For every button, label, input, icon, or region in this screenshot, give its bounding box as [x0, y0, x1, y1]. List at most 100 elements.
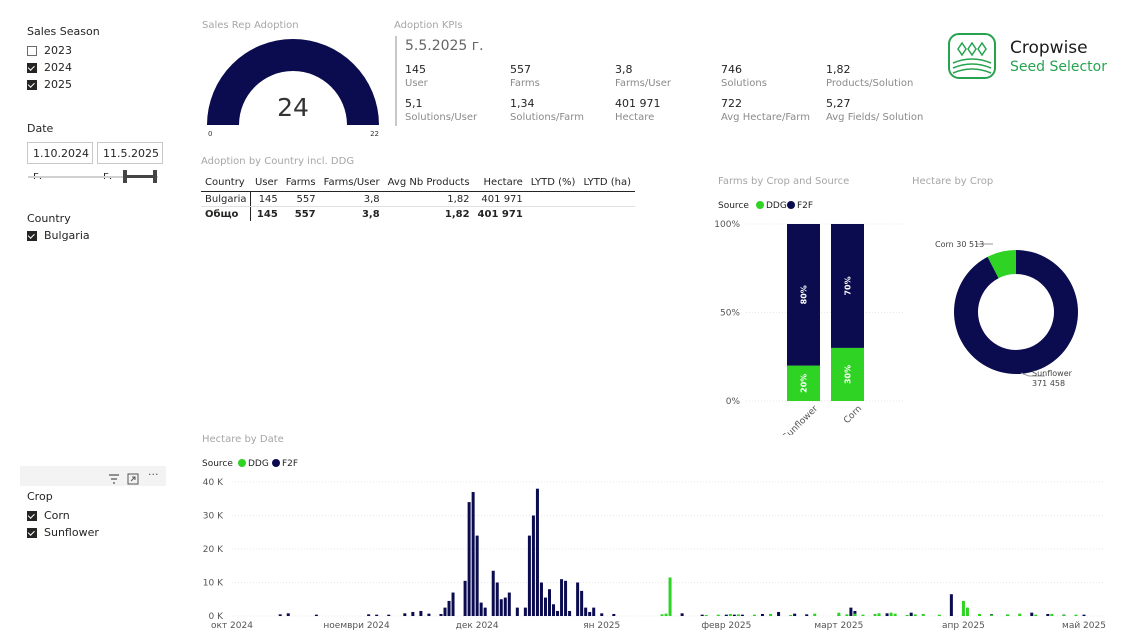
bar-f2f[interactable] [479, 602, 483, 616]
bar-ddg[interactable] [1034, 614, 1038, 616]
focus-mode-icon[interactable] [127, 470, 139, 485]
bar-ddg[interactable] [877, 613, 881, 616]
bar-ddg[interactable] [1074, 614, 1078, 616]
bar-ddg[interactable] [853, 613, 857, 616]
bar-f2f[interactable] [523, 607, 527, 616]
bar-f2f[interactable] [949, 594, 953, 616]
bar-f2f[interactable] [483, 607, 487, 616]
bar-f2f[interactable] [556, 610, 560, 616]
column-header[interactable]: Avg Nb Products [383, 173, 474, 192]
bar-f2f[interactable] [909, 612, 913, 616]
bar-f2f-sunflower[interactable] [787, 224, 820, 366]
bar-f2f[interactable] [560, 579, 564, 616]
bar-f2f[interactable] [515, 607, 519, 616]
donut-slice-corn[interactable] [987, 244, 1026, 282]
bar-f2f[interactable] [724, 614, 728, 616]
bar-f2f[interactable] [314, 614, 318, 616]
bar-ddg[interactable] [845, 614, 849, 616]
bar-f2f[interactable] [1082, 614, 1086, 616]
bar-ddg[interactable] [921, 613, 925, 616]
bar-f2f[interactable] [849, 607, 853, 616]
country-option-bulgaria[interactable]: Bulgaria [27, 227, 90, 244]
bar-f2f[interactable] [885, 613, 889, 616]
season-option-2024[interactable]: 2024 [27, 59, 100, 76]
bar-ddg[interactable] [861, 614, 865, 616]
bar-f2f[interactable] [732, 614, 736, 616]
bar-ddg[interactable] [668, 577, 672, 616]
bar-f2f[interactable] [447, 600, 451, 616]
column-header[interactable]: Farms/User [319, 173, 384, 192]
bar-ddg[interactable] [889, 612, 893, 616]
bar-f2f[interactable] [467, 502, 471, 616]
bar-f2f[interactable] [612, 613, 616, 616]
bar-f2f[interactable] [403, 613, 407, 616]
bar-f2f[interactable] [805, 614, 809, 616]
bar-ddg-sunflower[interactable] [787, 365, 820, 401]
filter-icon[interactable] [108, 470, 120, 484]
bar-f2f[interactable] [539, 582, 543, 617]
column-header[interactable]: LYTD (ha) [579, 173, 636, 192]
bar-f2f[interactable] [499, 599, 503, 616]
bar-f2f[interactable] [439, 613, 443, 616]
bar-f2f[interactable] [411, 611, 415, 616]
bar-f2f[interactable] [375, 614, 379, 616]
bar-ddg[interactable] [978, 613, 982, 616]
bar-f2f[interactable] [564, 580, 568, 616]
crop-option-corn[interactable]: Corn [27, 507, 99, 524]
bar-ddg[interactable] [664, 613, 668, 616]
bar-ddg-corn[interactable] [831, 347, 864, 401]
column-header[interactable]: Country [201, 173, 251, 192]
column-header[interactable]: LYTD (%) [526, 173, 580, 192]
date-range-track[interactable] [28, 176, 158, 178]
bar-ddg[interactable] [789, 614, 793, 616]
bar-f2f[interactable] [443, 607, 447, 616]
bar-f2f[interactable] [451, 592, 455, 616]
bar-ddg[interactable] [769, 613, 773, 616]
column-header[interactable]: Hectare [473, 173, 527, 192]
bar-f2f[interactable] [503, 597, 507, 616]
bar-f2f[interactable] [527, 535, 531, 616]
bar-f2f[interactable] [535, 488, 539, 616]
bar-ddg[interactable] [873, 613, 877, 616]
bar-f2f[interactable] [760, 613, 764, 616]
country-checkbox[interactable] [27, 230, 37, 241]
bar-ddg[interactable] [716, 614, 720, 616]
bar-f2f[interactable] [278, 614, 282, 616]
bar-ddg[interactable] [660, 614, 664, 616]
bar-f2f[interactable] [475, 535, 479, 616]
bar-f2f[interactable] [491, 570, 495, 616]
bar-f2f[interactable] [367, 614, 371, 616]
bar-f2f[interactable] [584, 607, 588, 616]
bar-ddg[interactable] [1018, 613, 1022, 616]
column-header[interactable]: User [250, 173, 282, 192]
bar-f2f[interactable] [793, 613, 797, 616]
bar-f2f[interactable] [531, 515, 535, 617]
season-checkbox[interactable] [27, 79, 37, 90]
season-checkbox[interactable] [27, 45, 37, 56]
bar-f2f[interactable] [507, 592, 511, 616]
bar-ddg[interactable] [893, 613, 897, 616]
season-checkbox[interactable] [27, 62, 37, 73]
bar-f2f[interactable] [740, 614, 744, 616]
date-from-input[interactable]: 1.10.2024 г. [27, 142, 93, 182]
bar-f2f[interactable] [853, 610, 857, 616]
season-option-2025[interactable]: 2025 [27, 76, 100, 93]
bar-f2f[interactable] [600, 613, 604, 616]
bar-ddg[interactable] [813, 613, 817, 616]
bar-ddg[interactable] [937, 614, 941, 616]
bar-f2f[interactable] [286, 613, 290, 616]
bar-f2f[interactable] [547, 589, 551, 616]
donut-slice-sunflower[interactable] [932, 228, 1099, 395]
bar-ddg[interactable] [965, 607, 969, 616]
bar-ddg[interactable] [1006, 614, 1010, 616]
bar-ddg[interactable] [752, 614, 756, 616]
date-to-input[interactable]: 11.5.2025 г. [97, 142, 163, 182]
bar-f2f[interactable] [568, 610, 572, 616]
bar-f2f[interactable] [419, 610, 423, 616]
bar-ddg[interactable] [704, 614, 708, 616]
bar-ddg[interactable] [990, 614, 994, 616]
table-row[interactable]: Bulgaria 145 557 3,8 1,82 401 971 [201, 191, 636, 207]
bar-f2f[interactable] [495, 582, 499, 617]
bar-f2f[interactable] [1030, 612, 1034, 616]
bar-ddg[interactable] [913, 614, 917, 616]
